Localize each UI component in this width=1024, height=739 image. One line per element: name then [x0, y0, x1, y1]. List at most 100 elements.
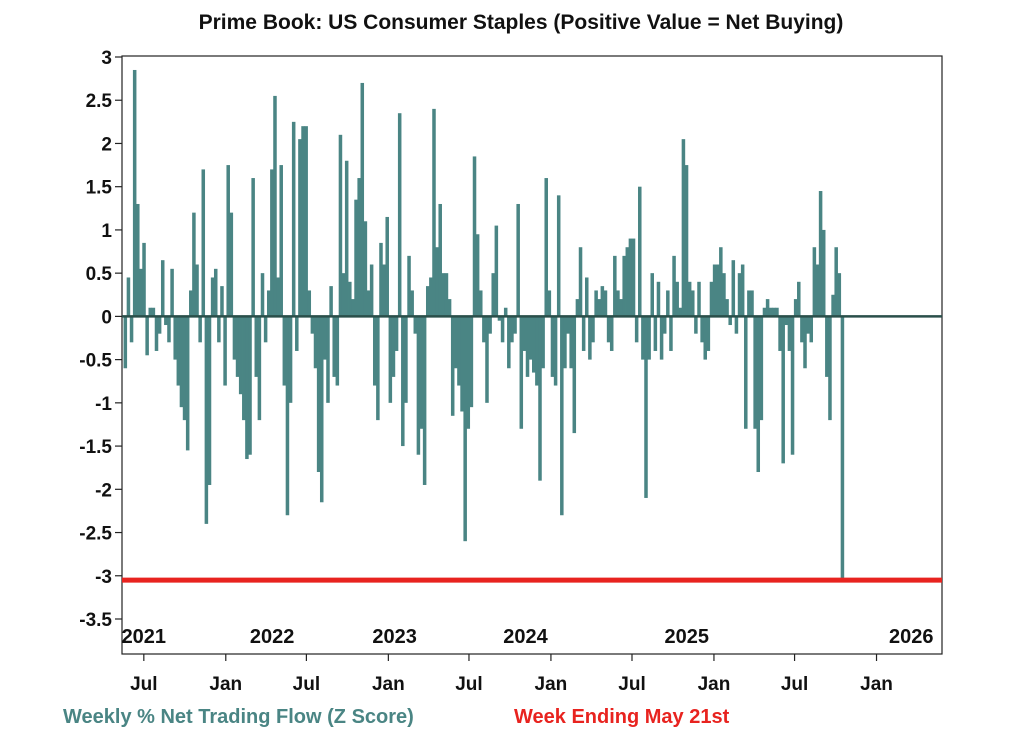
bar — [357, 178, 361, 317]
x-tick-label: Jan — [698, 674, 731, 695]
bar — [550, 316, 555, 377]
bar — [800, 316, 804, 343]
bar — [507, 316, 511, 369]
bar — [815, 264, 820, 317]
bar — [638, 186, 642, 317]
bar — [662, 316, 667, 334]
y-tick-label: -2 — [95, 480, 112, 501]
bar — [563, 316, 567, 369]
bar — [170, 268, 174, 317]
bar — [372, 316, 377, 386]
bar — [588, 316, 592, 360]
bar — [238, 316, 243, 395]
bar — [450, 316, 455, 416]
bar — [828, 316, 832, 421]
bar — [497, 316, 502, 321]
bar — [553, 316, 558, 386]
bar — [195, 264, 199, 317]
bar — [341, 273, 346, 317]
bar — [260, 273, 265, 317]
bar — [401, 316, 405, 447]
bar — [276, 277, 280, 317]
bar — [248, 316, 252, 455]
bar — [232, 316, 237, 360]
bar — [435, 247, 439, 317]
year-label: 2023 — [372, 626, 417, 648]
bar — [793, 299, 798, 317]
y-tick-label: -3.5 — [79, 610, 112, 631]
bar — [672, 255, 676, 317]
bar — [647, 316, 651, 360]
bar — [653, 316, 658, 351]
bar — [659, 316, 664, 360]
bar — [279, 165, 283, 317]
bar — [834, 247, 838, 317]
bar — [715, 264, 720, 317]
bar — [516, 203, 520, 317]
bar — [254, 316, 259, 377]
bar — [678, 307, 683, 317]
bar — [837, 273, 842, 317]
bar — [422, 316, 427, 485]
bar — [818, 191, 823, 317]
y-tick-label: 3 — [101, 48, 112, 69]
bar — [594, 290, 598, 317]
bar — [326, 316, 330, 403]
bar — [744, 316, 748, 429]
bar — [466, 316, 471, 429]
bar — [687, 281, 692, 317]
bar — [148, 307, 153, 317]
y-tick-label: -2.5 — [79, 524, 112, 545]
bar — [753, 316, 757, 429]
bar — [382, 264, 386, 317]
bar — [245, 316, 249, 460]
bar — [775, 307, 779, 317]
bar — [622, 255, 626, 317]
bar — [201, 169, 206, 317]
bar — [597, 299, 601, 317]
bar — [634, 316, 639, 343]
bar — [157, 316, 162, 334]
bar — [787, 316, 792, 351]
bar — [609, 316, 614, 351]
bar — [132, 69, 137, 317]
bar — [282, 316, 287, 386]
bar — [438, 203, 442, 317]
bar — [257, 316, 262, 421]
bar — [447, 299, 452, 317]
y-tick-label: 0 — [101, 307, 112, 328]
bar — [606, 316, 611, 343]
bar — [301, 126, 305, 317]
bar — [319, 316, 324, 503]
bar — [469, 316, 474, 408]
bar — [778, 316, 782, 351]
bar — [522, 316, 527, 351]
bar — [479, 290, 483, 317]
bar — [379, 242, 383, 317]
bar — [722, 273, 726, 317]
bar — [541, 316, 545, 369]
bar — [535, 316, 539, 386]
x-tick-label: Jan — [535, 674, 568, 695]
bar — [295, 316, 299, 351]
bar — [821, 229, 826, 317]
bar — [226, 165, 230, 317]
bar — [154, 316, 159, 351]
bar — [731, 260, 736, 317]
bar — [697, 281, 701, 317]
bar — [600, 286, 605, 317]
bar — [528, 316, 533, 360]
bar — [139, 268, 143, 317]
y-tick-label: -3 — [95, 567, 112, 588]
y-tick-label: 2.5 — [86, 91, 113, 112]
bar — [500, 316, 505, 343]
bars-layer — [123, 69, 845, 581]
bar — [182, 316, 187, 421]
bar — [666, 290, 670, 317]
bar — [316, 316, 321, 473]
bar — [578, 247, 583, 317]
bar — [348, 281, 352, 317]
year-label: 2021 — [122, 626, 167, 648]
bar — [376, 316, 380, 421]
